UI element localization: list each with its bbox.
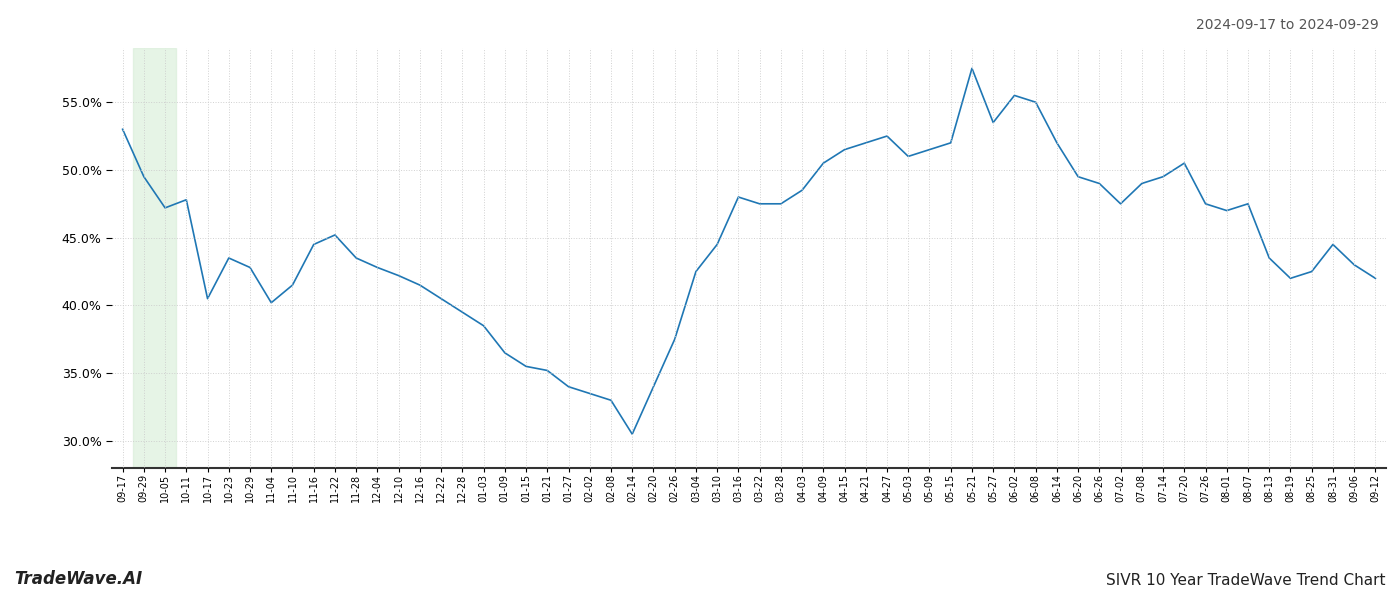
Bar [133, 48, 176, 468]
Text: 2024-09-17 to 2024-09-29: 2024-09-17 to 2024-09-29 [1196, 18, 1379, 32]
Text: TradeWave.AI: TradeWave.AI [14, 570, 143, 588]
Text: SIVR 10 Year TradeWave Trend Chart: SIVR 10 Year TradeWave Trend Chart [1106, 573, 1386, 588]
